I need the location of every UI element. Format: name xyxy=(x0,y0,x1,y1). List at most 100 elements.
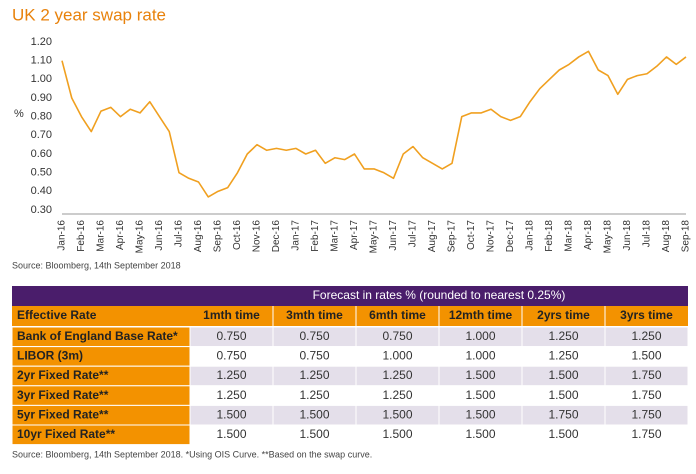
cell: 1.250 xyxy=(382,388,412,402)
cell: 0.750 xyxy=(382,329,412,343)
cell: 1.250 xyxy=(382,368,412,382)
cell: 1.500 xyxy=(465,368,495,382)
header-bg xyxy=(12,306,688,326)
cell: 0.750 xyxy=(299,329,329,343)
cell: 1.500 xyxy=(548,388,578,402)
cell: 0.750 xyxy=(299,349,329,363)
cell: 1.500 xyxy=(299,427,329,441)
y-tick-label: 0.80 xyxy=(31,111,52,123)
cell: 1.250 xyxy=(631,329,661,343)
x-tick-label: Jun-18 xyxy=(622,220,633,251)
column-header: 1mth time xyxy=(203,308,260,322)
cell: 1.750 xyxy=(548,407,578,421)
y-tick-label: 0.30 xyxy=(31,204,52,216)
x-tick-label: Jan-16 xyxy=(57,220,68,251)
x-tick-label: Sep-16 xyxy=(213,220,224,253)
source: Source: Bloomberg, 14th September 2018 xyxy=(12,260,181,270)
cell: 1.500 xyxy=(465,407,495,421)
cell: 1.000 xyxy=(382,349,412,363)
y-tick-label: 1.20 xyxy=(31,36,52,48)
cell: 1.000 xyxy=(465,329,495,343)
row-label: 3yr Fixed Rate** xyxy=(17,388,109,402)
cell: 1.750 xyxy=(631,407,661,421)
x-tick-label: Apr-17 xyxy=(349,220,360,250)
x-tick-label: Aug-17 xyxy=(427,220,438,253)
x-tick-label: Nov-17 xyxy=(486,220,497,253)
y-tick-label: 0.50 xyxy=(31,167,52,179)
y-tick-label: 1.00 xyxy=(31,73,52,85)
x-tick-label: Feb-16 xyxy=(76,220,87,252)
cell: 1.500 xyxy=(299,407,329,421)
row-label: 2yr Fixed Rate** xyxy=(17,368,109,382)
x-tick-label: Jul-18 xyxy=(642,220,653,248)
x-tick-label: Aug-18 xyxy=(661,220,672,253)
row-label: Bank of England Base Rate* xyxy=(17,329,178,343)
column-header: 12mth time xyxy=(449,308,513,322)
x-tick-label: Mar-18 xyxy=(564,220,575,252)
cell: 1.500 xyxy=(465,388,495,402)
x-tick-label: Mar-17 xyxy=(330,220,341,252)
x-tick-label: Jul-16 xyxy=(174,220,185,248)
y-axis-label: % xyxy=(14,108,24,120)
y-tick-label: 1.10 xyxy=(31,55,52,67)
cell: 1.750 xyxy=(631,388,661,402)
x-tick-label: Mar-16 xyxy=(96,220,107,252)
x-tick-label: Jan-18 xyxy=(525,220,536,251)
cell: 1.500 xyxy=(382,407,412,421)
table-footnote: Source: Bloomberg, 14th September 2018. … xyxy=(12,449,372,459)
cell: 1.500 xyxy=(548,427,578,441)
x-tick-label: Feb-18 xyxy=(544,220,555,252)
cell: 1.500 xyxy=(548,368,578,382)
x-tick-label: May-16 xyxy=(135,220,146,254)
cell: 1.500 xyxy=(216,427,246,441)
y-tick-label: 0.40 xyxy=(31,185,52,197)
x-tick-label: Jun-17 xyxy=(388,220,399,251)
x-tick-label: Jul-17 xyxy=(408,220,419,248)
column-header: 3yrs time xyxy=(620,308,673,322)
cell: 1.750 xyxy=(631,368,661,382)
cell: 0.750 xyxy=(216,349,246,363)
cell: 1.250 xyxy=(299,388,329,402)
column-header: 3mth time xyxy=(286,308,343,322)
y-tick-label: 0.60 xyxy=(31,148,52,160)
x-tick-label: Oct-16 xyxy=(232,220,243,250)
y-tick-label: 0.90 xyxy=(31,92,52,104)
cell: 1.250 xyxy=(548,329,578,343)
cell: 1.500 xyxy=(382,427,412,441)
x-tick-label: Sep-17 xyxy=(447,220,458,253)
cell: 1.000 xyxy=(465,349,495,363)
cell: 1.250 xyxy=(299,368,329,382)
y-tick-label: 0.70 xyxy=(31,129,52,141)
cell: 1.250 xyxy=(216,388,246,402)
x-tick-label: Dec-17 xyxy=(505,220,516,253)
x-tick-label: May-17 xyxy=(369,220,380,254)
cell: 1.250 xyxy=(548,349,578,363)
line xyxy=(61,50,687,198)
x-tick-label: Sep-18 xyxy=(681,220,692,253)
column-header: 2yrs time xyxy=(537,308,590,322)
row-label: LIBOR (3m) xyxy=(17,349,83,363)
x-tick-label: Apr-18 xyxy=(583,220,594,250)
column-header: 6mth time xyxy=(369,308,426,322)
row-label: 5yr Fixed Rate** xyxy=(17,407,109,421)
x-tick-label: Aug-16 xyxy=(193,220,204,253)
x-tick-label: Dec-16 xyxy=(271,220,282,253)
x-tick-label: Oct-17 xyxy=(466,220,477,250)
x-tick-label: Feb-17 xyxy=(310,220,321,252)
cell: 1.250 xyxy=(216,368,246,382)
chart-title: UK 2 year swap rate xyxy=(12,5,166,24)
cell: 1.500 xyxy=(465,427,495,441)
x-tick-label: Nov-16 xyxy=(252,220,263,253)
cell: 1.500 xyxy=(216,407,246,421)
x-tick-label: Jan-17 xyxy=(291,220,302,251)
x-tick-label: May-18 xyxy=(603,220,614,254)
x-tick-label: Jun-16 xyxy=(154,220,165,251)
cell: 0.750 xyxy=(216,329,246,343)
cell: 1.500 xyxy=(631,349,661,363)
row-label: 10yr Fixed Rate** xyxy=(17,427,115,441)
x-tick-label: Apr-16 xyxy=(115,220,126,250)
table-banner: Forecast in rates % (rounded to nearest … xyxy=(313,288,566,302)
column-header: Effective Rate xyxy=(17,308,97,322)
cell: 1.750 xyxy=(631,427,661,441)
